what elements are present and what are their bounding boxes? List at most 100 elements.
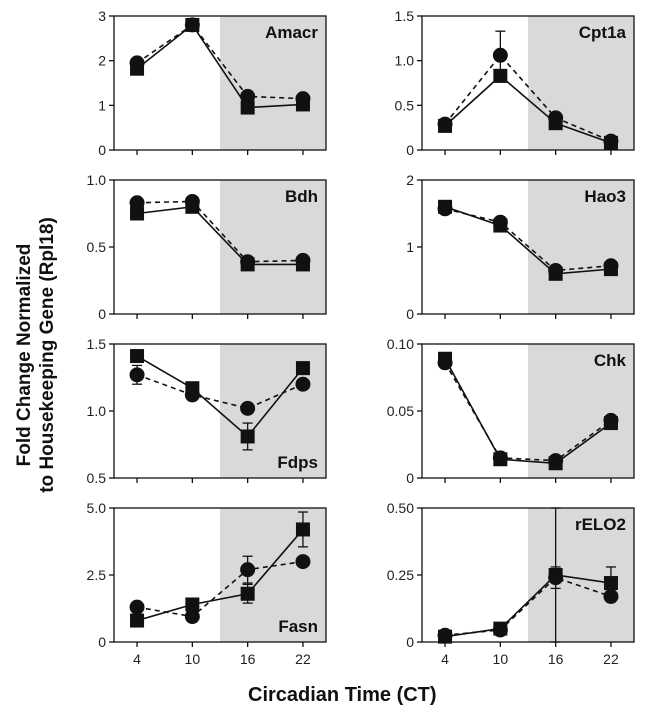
chart-panel-bdh: 0 0.5 1.0 Bdh [87, 172, 327, 322]
y-tick-label: 1.0 [395, 53, 415, 69]
data-point-circle [548, 110, 564, 126]
data-point-circle [184, 609, 200, 625]
y-axis-label: Fold Change Normalized to Housekeeping G… [0, 0, 80, 715]
y-tick-label: 0 [98, 306, 106, 322]
data-point-square [185, 597, 200, 612]
panel-title: Bdh [285, 187, 318, 206]
x-tick-label: 4 [441, 651, 449, 667]
panel-title: Fasn [278, 617, 318, 636]
x-tick-label: 22 [603, 651, 619, 667]
data-point-circle [492, 47, 508, 63]
panel-title: Cpt1a [579, 23, 627, 42]
x-tick-label: 16 [240, 651, 256, 667]
y-tick-label: 0 [98, 634, 106, 650]
data-point-circle [184, 193, 200, 209]
data-point-circle [295, 252, 311, 268]
data-point-circle [492, 450, 508, 466]
panel-title: Chk [594, 351, 627, 370]
data-point-square [295, 522, 310, 537]
data-point-circle [548, 453, 564, 469]
chart-panel-fdps: 0.5 1.0 1.5 Fdps [87, 336, 327, 486]
data-point-circle [603, 412, 619, 428]
chart-panel-relo2: 0 0.25 0.50 4 10 16 22 rELO2 [387, 500, 635, 667]
x-axis-label: Circadian Time (CT) [248, 684, 437, 706]
y-tick-label: 1 [406, 239, 414, 255]
y-tick-label: 0 [406, 306, 414, 322]
data-point-circle [295, 91, 311, 107]
data-point-square [130, 613, 145, 628]
y-tick-label: 2 [406, 172, 414, 188]
data-point-circle [129, 195, 145, 211]
chart-panel-amacr: 0 1 2 3 Amacr [98, 8, 327, 158]
data-point-circle [184, 17, 200, 33]
chart-panel-chk: 0 0.05 0.10 Chk [387, 336, 635, 486]
data-point-circle [603, 588, 619, 604]
panel-title: Hao3 [584, 187, 626, 206]
panel-title: Fdps [277, 453, 318, 472]
data-point-square [240, 100, 255, 115]
series-line-square [444, 74, 612, 144]
data-point-circle [129, 55, 145, 71]
x-tick-label: 10 [493, 651, 509, 667]
data-point-circle [492, 622, 508, 638]
data-point-circle [437, 627, 453, 643]
data-point-square [130, 349, 145, 364]
data-point-circle [295, 376, 311, 392]
data-point-circle [548, 570, 564, 586]
panel-title: rELO2 [575, 515, 626, 534]
series-line-circle [136, 23, 303, 100]
data-point-circle [240, 562, 256, 578]
y-tick-label: 0.05 [387, 403, 414, 419]
data-point-square [603, 576, 618, 591]
series-line-circle [444, 362, 612, 462]
y-tick-label: 0 [98, 142, 106, 158]
dark-phase-shading [220, 16, 326, 150]
chart-panel-fasn: 0 2.5 5.0 4 10 16 22 Fasn [87, 500, 327, 667]
data-point-circle [437, 201, 453, 217]
data-point-circle [240, 400, 256, 416]
data-point-square [240, 586, 255, 601]
data-point-square [240, 429, 255, 444]
data-point-circle [129, 599, 145, 615]
y-tick-label: 5.0 [87, 500, 107, 516]
x-tick-label: 4 [133, 651, 141, 667]
y-tick-label: 0.25 [387, 567, 414, 583]
y-axis-label-line1: Fold Change Normalized [14, 244, 35, 467]
data-point-circle [492, 214, 508, 230]
dark-phase-shading [528, 508, 634, 642]
data-point-circle [184, 387, 200, 403]
y-tick-label: 0 [406, 142, 414, 158]
series-line-circle [444, 576, 612, 637]
series-line-circle [136, 374, 304, 410]
y-tick-label: 2.5 [87, 567, 107, 583]
y-tick-label: 3 [98, 8, 106, 24]
data-point-circle [240, 254, 256, 270]
data-point-square [130, 206, 145, 221]
y-tick-label: 1.5 [87, 336, 107, 352]
series-line-circle [137, 200, 303, 263]
series-line-circle [136, 560, 304, 618]
dark-phase-shading [528, 344, 634, 478]
data-point-circle [437, 116, 453, 132]
plot-frame [113, 15, 327, 151]
plot-frame [421, 15, 635, 151]
y-tick-label: 1.5 [395, 8, 415, 24]
series-line-circle [444, 54, 612, 142]
data-point-circle [548, 262, 564, 278]
panel-title: Amacr [265, 23, 318, 42]
data-point-circle [240, 88, 256, 104]
y-tick-label: 2 [98, 53, 106, 69]
y-tick-label: 0 [406, 634, 414, 650]
y-tick-label: 1 [98, 97, 106, 113]
y-axis-label-line2: to Housekeeping Gene (Rpl18) [37, 217, 58, 493]
y-tick-label: 0 [406, 470, 414, 486]
x-tick-label: 16 [548, 651, 564, 667]
x-tick-label: 10 [185, 651, 201, 667]
chart-panel-hao3: 0 1 2 Hao3 [406, 172, 635, 322]
y-tick-label: 0.5 [87, 239, 107, 255]
y-tick-label: 0.5 [395, 97, 415, 113]
data-point-square [295, 361, 310, 376]
y-tick-label: 1.0 [87, 172, 107, 188]
